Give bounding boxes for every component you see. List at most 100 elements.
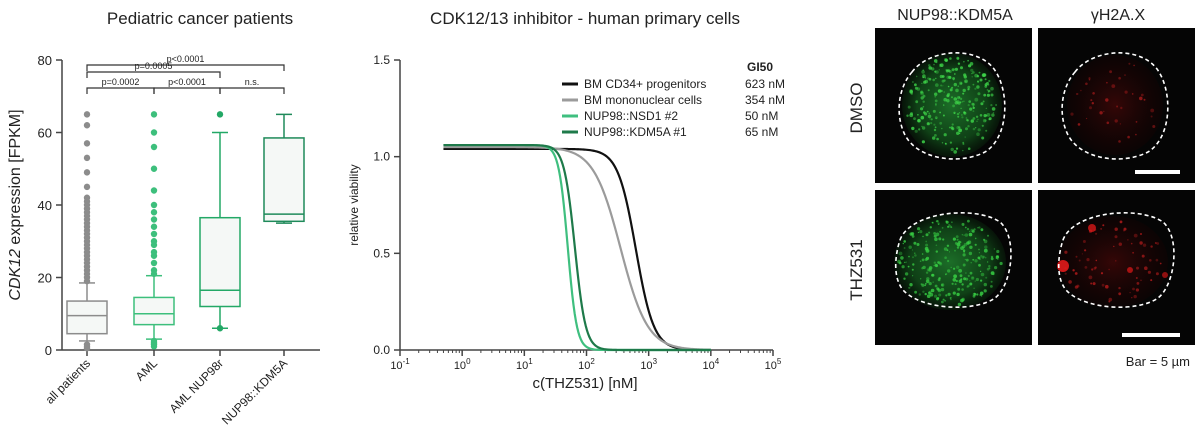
- fluorescence-speckles: [1064, 220, 1162, 303]
- gh2ax-focus: [1162, 272, 1168, 278]
- legend-gi50-value: 65 nM: [745, 125, 778, 139]
- dose-y-tick-label: 0.5: [373, 246, 390, 260]
- box-plot-title: Pediatric cancer patients: [107, 9, 293, 28]
- legend-gi50-value: 623 nM: [745, 77, 785, 91]
- legend-label: BM mononuclear cells: [584, 93, 702, 107]
- box-outlier-point: [150, 111, 158, 118]
- fluorescence-speckles: [906, 56, 998, 154]
- dose-y-tick-label: 0.0: [373, 343, 390, 357]
- significance-bracket: p=0.0005: [86, 61, 221, 78]
- nucleus-outline-dmso-green: [898, 52, 1006, 160]
- box-outlier-point: [83, 122, 91, 129]
- box-plot-category-label: AML: [133, 356, 161, 384]
- legend-label: NUP98::KDM5A #1: [584, 125, 687, 139]
- bracket-line: [153, 87, 221, 94]
- fluorescence-speckles: [1070, 62, 1156, 143]
- bracket-line: [86, 71, 221, 78]
- box-plot-panel: Pediatric cancer patients CDK12 expressi…: [7, 9, 320, 427]
- box-plot-y-tick-label: 80: [38, 53, 52, 68]
- dose-response-panel: CDK12/13 inhibitor - human primary cells…: [347, 9, 785, 392]
- box-rect: [133, 296, 175, 326]
- bracket-label: p<0.0001: [167, 54, 205, 64]
- bracket-line: [219, 87, 285, 94]
- bracket-line: [86, 64, 285, 71]
- box-2: [133, 111, 175, 350]
- box-outlier-point: [83, 183, 91, 191]
- legend-entry: NUP98::NSD1 #2 50 nM: [562, 109, 778, 123]
- legend-entry: BM mononuclear cells 354 nM: [562, 93, 785, 107]
- nucleus-outline-thz-red: [1057, 212, 1175, 308]
- box-outlier-point: [150, 238, 158, 245]
- bracket-label: p=0.0005: [135, 61, 173, 71]
- scale-bar-caption: Bar = 5 µm: [1126, 354, 1190, 369]
- legend-entry: NUP98::KDM5A #1 65 nM: [562, 125, 778, 139]
- box-outlier-point: [150, 187, 158, 194]
- dose-x-tick-label: 100: [454, 357, 471, 372]
- box-plot-category-label: all patients: [43, 356, 93, 406]
- significance-bracket: p=0.0002: [86, 77, 155, 94]
- significance-bracket: p<0.0001: [153, 77, 221, 94]
- dose-x-tick-label: 102: [578, 357, 595, 372]
- box-outlier-point: [83, 140, 91, 147]
- box-outlier-point: [83, 194, 91, 201]
- box-outlier-point: [150, 230, 158, 238]
- significance-bracket: p<0.0001: [86, 54, 285, 71]
- box-outlier-point: [83, 169, 91, 176]
- legend-entry: BM CD34+ progenitors 623 nM: [562, 77, 785, 91]
- box-outlier-point: [216, 325, 224, 332]
- dose-x-tick-label: 101: [516, 357, 533, 372]
- bracket-label: p=0.0002: [102, 77, 140, 87]
- dose-response-x-axis-label: c(THZ531) [nM]: [532, 375, 637, 392]
- dose-x-tick-label: 103: [640, 357, 657, 372]
- box-1: [66, 111, 108, 352]
- nucleus-signal-dmso-red: [1067, 55, 1163, 155]
- legend-gi50-header: GI50: [747, 60, 773, 74]
- dose-y-tick-label: 1.5: [373, 53, 390, 67]
- box-outlier-point: [150, 259, 158, 267]
- dose-x-tick-label: 10-1: [390, 357, 410, 372]
- nucleus-signal-thz-red: [1058, 216, 1168, 308]
- gh2ax-focus: [1057, 260, 1069, 272]
- box-plot-category-label: NUP98::KDM5A: [219, 356, 290, 427]
- bracket-label: p<0.0001: [168, 77, 206, 87]
- box-plot-y-tick-label: 20: [38, 271, 52, 286]
- gh2ax-focus: [1127, 267, 1133, 273]
- box-plot-y-tick-label: 40: [38, 198, 52, 213]
- nucleus-outline-thz-green: [894, 212, 1012, 308]
- micro-row-label-2: THZ531: [847, 239, 866, 300]
- microscopy-panel: NUP98::KDM5A γH2A.X DMSO THZ531 Bar = 5 …: [847, 7, 1195, 369]
- box-outlier-point: [83, 154, 91, 162]
- box-outlier-point: [150, 201, 158, 209]
- box-outlier-point: [150, 248, 158, 256]
- box-outlier-point: [83, 111, 91, 118]
- significance-bracket: n.s.: [219, 77, 285, 94]
- dose-curve-series-4: [443, 143, 711, 352]
- dose-curve-series-2: [443, 145, 711, 351]
- gh2ax-focus: [1088, 224, 1096, 232]
- fluorescence-speckles: [897, 219, 1003, 307]
- box-rect: [66, 300, 108, 335]
- box-outlier-point: [216, 111, 224, 118]
- box-outlier-point: [150, 337, 158, 345]
- micro-col-label-1: NUP98::KDM5A: [897, 7, 1013, 24]
- box-plot-y-tick-label: 60: [38, 126, 52, 141]
- micro-row-label-1: DMSO: [847, 83, 866, 134]
- legend-gi50-value: 354 nM: [745, 93, 785, 107]
- box-plot-category-label: AML NUP98r: [167, 356, 227, 416]
- dose-response-title: CDK12/13 inhibitor - human primary cells: [430, 9, 740, 28]
- box-rect: [199, 216, 241, 308]
- bracket-line: [86, 87, 155, 94]
- dose-response-y-axis-label: relative viability: [347, 164, 361, 245]
- box-outlier-point: [150, 223, 158, 230]
- dose-x-tick-label: 105: [765, 357, 782, 372]
- box-plot-y-tick-label: 0: [45, 343, 52, 358]
- box-outlier-point: [150, 267, 158, 274]
- dose-curve-series-1: [443, 147, 711, 352]
- box-outlier-point: [150, 143, 158, 151]
- box-rect: [263, 137, 305, 223]
- box-3: [199, 111, 241, 332]
- nucleus-signal-dmso-green: [902, 53, 1002, 157]
- dose-x-tick-label: 104: [702, 357, 719, 372]
- box-outlier-point: [150, 129, 158, 136]
